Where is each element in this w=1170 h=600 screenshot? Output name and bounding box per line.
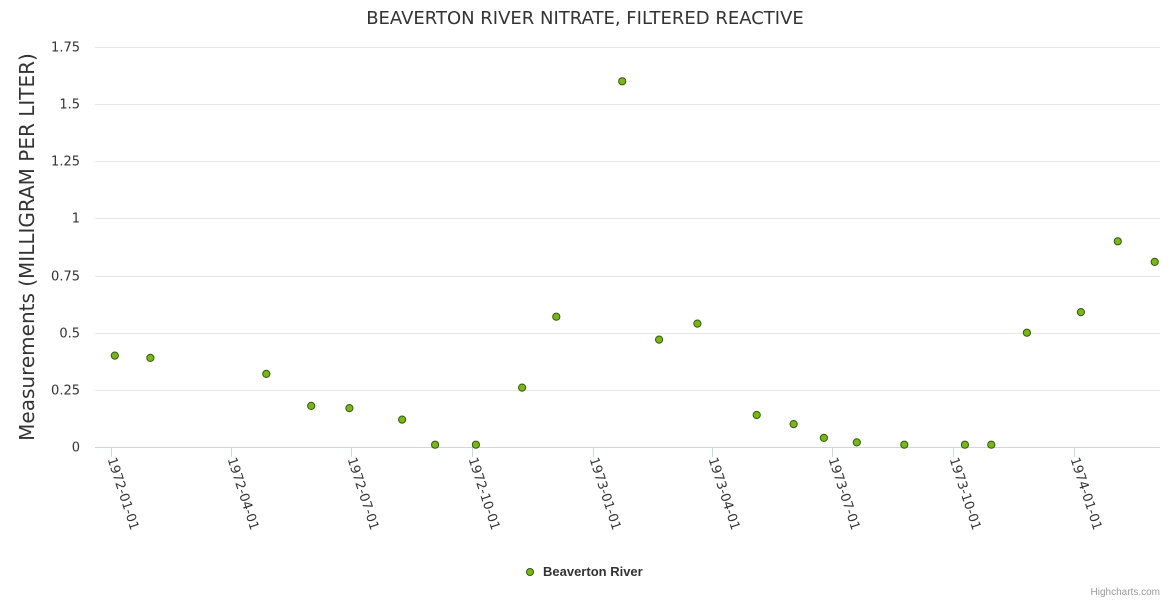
data-point[interactable]	[398, 415, 407, 424]
data-point[interactable]	[110, 351, 119, 360]
legend-item-label[interactable]: Beaverton River	[543, 564, 643, 579]
legend[interactable]: Beaverton River	[526, 564, 643, 579]
data-point[interactable]	[1113, 237, 1122, 246]
data-point[interactable]	[1022, 328, 1032, 337]
legend-marker-icon	[526, 568, 534, 576]
y-axis-label: Measurements (MILLIGRAM PER LITER)	[15, 53, 39, 441]
y-tick-label: 0.5	[59, 327, 80, 342]
x-tick-label: 1972-04-01	[224, 456, 262, 532]
data-point[interactable]	[655, 335, 664, 344]
y-tick-label: 0	[72, 441, 80, 456]
series-beaverton-river[interactable]	[110, 77, 1159, 449]
x-tick-label: 1972-01-01	[104, 456, 142, 532]
grid-lines	[95, 47, 1160, 391]
data-point[interactable]	[900, 440, 909, 449]
y-tick-label: 1.5	[59, 98, 80, 113]
y-tick-label: 1.25	[51, 155, 80, 170]
data-point[interactable]	[618, 77, 627, 86]
y-axis-ticks: 0 0.25 0.5 0.75 1 1.25 1.5 1.75	[51, 41, 80, 456]
x-tick-label: 1974-01-01	[1067, 456, 1105, 532]
data-point[interactable]	[819, 433, 829, 442]
x-tick-label: 1973-07-01	[825, 456, 863, 532]
data-point[interactable]	[789, 420, 798, 429]
x-tick-label: 1972-07-01	[344, 456, 382, 532]
data-point[interactable]	[431, 440, 440, 449]
data-point[interactable]	[693, 319, 702, 328]
data-point[interactable]	[752, 410, 761, 420]
y-tick-label: 1	[72, 212, 80, 227]
x-tick-label: 1972-10-01	[465, 456, 503, 532]
data-point[interactable]	[307, 401, 316, 410]
y-tick-label: 0.25	[51, 384, 80, 399]
x-tick-label: 1973-10-01	[946, 456, 984, 532]
data-point[interactable]	[960, 440, 970, 449]
x-tick-label: 1973-01-01	[586, 456, 624, 532]
data-point[interactable]	[987, 440, 996, 449]
data-point[interactable]	[552, 312, 561, 321]
chart-title: BEAVERTON RIVER NITRATE, FILTERED REACTI…	[366, 8, 804, 29]
data-point[interactable]	[1150, 257, 1159, 266]
x-tick-label: 1973-04-01	[705, 456, 743, 532]
data-point[interactable]	[518, 383, 527, 392]
credits-link[interactable]: Highcharts.com	[1091, 587, 1160, 598]
data-point[interactable]	[471, 440, 480, 449]
x-axis-ticks: 1972-01-01 1972-04-01 1972-07-01 1972-10-01…	[104, 447, 1105, 532]
y-tick-label: 0.75	[51, 270, 80, 285]
data-point[interactable]	[345, 404, 354, 413]
y-tick-label: 1.75	[51, 41, 80, 56]
data-point[interactable]	[1076, 308, 1086, 317]
data-point[interactable]	[852, 438, 861, 447]
data-point[interactable]	[146, 353, 155, 362]
data-point[interactable]	[262, 369, 271, 378]
